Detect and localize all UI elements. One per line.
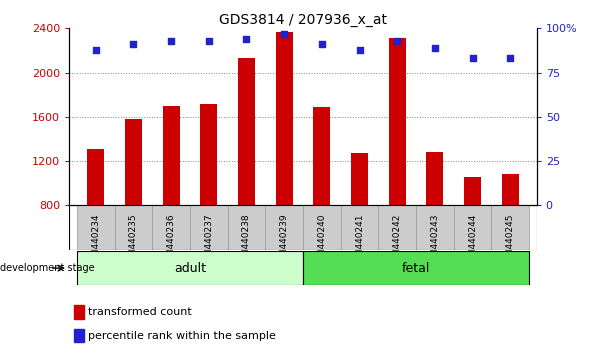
Point — [279, 31, 289, 36]
Bar — [491, 205, 529, 250]
Text: GSM440235: GSM440235 — [129, 213, 138, 268]
Point — [430, 45, 440, 51]
Bar — [464, 177, 481, 205]
Bar — [115, 205, 152, 250]
Bar — [351, 153, 368, 205]
Bar — [152, 205, 190, 250]
Bar — [341, 205, 379, 250]
Text: GSM440234: GSM440234 — [91, 213, 100, 268]
Text: GSM440239: GSM440239 — [280, 213, 289, 268]
Text: GSM440243: GSM440243 — [431, 213, 440, 268]
Text: GSM440242: GSM440242 — [393, 213, 402, 268]
Bar — [303, 251, 529, 285]
Text: GSM440237: GSM440237 — [204, 213, 213, 268]
Text: GSM440241: GSM440241 — [355, 213, 364, 268]
Point — [355, 47, 364, 52]
Bar — [389, 38, 406, 205]
Text: GSM440245: GSM440245 — [506, 213, 515, 268]
Title: GDS3814 / 207936_x_at: GDS3814 / 207936_x_at — [219, 13, 387, 27]
Bar — [125, 119, 142, 205]
Bar — [74, 329, 84, 343]
Point — [166, 38, 176, 44]
Text: development stage: development stage — [0, 263, 95, 273]
Bar — [77, 251, 303, 285]
Bar — [74, 305, 84, 319]
Text: adult: adult — [174, 262, 206, 275]
Point — [128, 41, 138, 47]
Point — [505, 56, 515, 61]
Point — [393, 38, 402, 44]
Bar — [426, 152, 443, 205]
Bar — [200, 104, 217, 205]
Bar — [314, 107, 330, 205]
Point — [317, 41, 327, 47]
Bar — [502, 175, 519, 205]
Text: GSM440240: GSM440240 — [317, 213, 326, 268]
Bar — [238, 58, 255, 205]
Text: transformed count: transformed count — [88, 307, 192, 317]
Text: fetal: fetal — [402, 262, 431, 275]
Point — [468, 56, 478, 61]
Bar — [87, 149, 104, 205]
Bar — [303, 205, 341, 250]
Bar — [276, 32, 292, 205]
Bar — [265, 205, 303, 250]
Text: percentile rank within the sample: percentile rank within the sample — [88, 331, 276, 341]
Bar — [228, 205, 265, 250]
Point — [204, 38, 213, 44]
Text: GSM440238: GSM440238 — [242, 213, 251, 268]
Bar — [416, 205, 454, 250]
Text: GSM440244: GSM440244 — [468, 213, 477, 268]
Bar — [454, 205, 491, 250]
Point — [91, 47, 101, 52]
Bar — [77, 205, 115, 250]
Bar — [163, 106, 180, 205]
Bar — [190, 205, 228, 250]
Point — [242, 36, 251, 42]
Bar — [379, 205, 416, 250]
Text: GSM440236: GSM440236 — [166, 213, 175, 268]
